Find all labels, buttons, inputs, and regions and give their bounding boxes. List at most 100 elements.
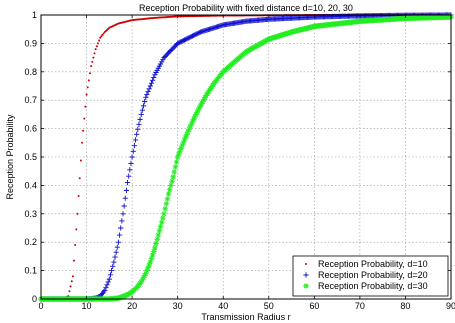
x-tick-label: 40 [218, 301, 228, 311]
data-point [169, 178, 175, 184]
data-point [150, 77, 156, 83]
data-point [147, 259, 154, 265]
data-point [144, 267, 150, 274]
data-point [111, 259, 117, 265]
chart-title: Reception Probability with fixed distanc… [139, 3, 353, 13]
data-point [102, 287, 108, 294]
data-point [118, 225, 124, 231]
data-point [131, 143, 137, 149]
ticks: 0 10 20 30 40 50 60 70 80 90 0 0.1 0.2 0.3 0.4 0.5 0.6 0.… [24, 10, 455, 311]
data-point [170, 174, 176, 180]
data-point [74, 244, 77, 247]
y-tick-label: 0.4 [24, 180, 37, 190]
data-point [82, 129, 85, 132]
data-point [99, 36, 102, 39]
data-point [70, 280, 73, 283]
data-point [181, 137, 188, 143]
data-point [140, 103, 147, 109]
data-point [148, 255, 155, 262]
data-point [141, 272, 148, 279]
legend-label: Reception Probability, d=20 [318, 270, 428, 280]
data-point [175, 40, 181, 46]
data-point [168, 182, 174, 189]
data-point [201, 96, 207, 103]
data-point [115, 239, 122, 245]
data-point [98, 39, 101, 42]
data-point [142, 99, 148, 105]
data-point [162, 206, 168, 212]
x-tick-label: 60 [309, 301, 319, 311]
data-point [150, 248, 157, 255]
data-point [149, 252, 156, 258]
data-point [181, 37, 188, 43]
legend-marker [305, 263, 307, 265]
legend-marker [303, 272, 309, 278]
data-point [85, 93, 88, 96]
data-point [188, 121, 195, 128]
data-point [196, 30, 202, 36]
data-point [199, 98, 206, 105]
data-point [189, 33, 196, 39]
data-point [196, 105, 203, 111]
data-point [84, 105, 87, 108]
data-point [194, 31, 200, 37]
data-point [154, 236, 160, 243]
data-point [185, 128, 191, 135]
data-point [135, 126, 141, 132]
data-point [77, 195, 80, 198]
data-point [171, 169, 178, 175]
x-tick-label: 70 [355, 301, 365, 311]
data-point [107, 272, 114, 278]
data-point [91, 60, 94, 63]
data-point [167, 49, 173, 55]
data-point [164, 51, 171, 57]
data-point [158, 219, 165, 226]
data-point [176, 151, 182, 157]
legend-item-2: Reception Probability, d=20 [303, 270, 428, 280]
legend-label: Reception Probability, d=10 [318, 259, 428, 269]
data-point [113, 249, 119, 255]
data-point [130, 148, 136, 154]
y-tick-label: 1 [32, 10, 37, 20]
data-point [160, 215, 166, 221]
data-point [146, 86, 152, 92]
x-tick-label: 80 [400, 301, 410, 311]
data-point [75, 228, 78, 231]
data-point [110, 263, 116, 269]
data-point [76, 212, 79, 215]
data-point [69, 285, 72, 288]
data-point [81, 141, 83, 144]
data-point [192, 32, 198, 38]
data-point [185, 35, 191, 41]
data-point [172, 43, 178, 49]
data-point [157, 223, 164, 230]
data-point [68, 290, 71, 293]
data-point [148, 80, 155, 86]
data-point [100, 35, 103, 38]
y-tick-label: 0 [32, 294, 37, 304]
data-point [197, 103, 204, 109]
data-point [206, 87, 213, 94]
data-point [144, 91, 150, 98]
data-point [177, 148, 183, 155]
x-tick-label: 10 [82, 301, 92, 311]
data-point [126, 173, 132, 179]
data-point [205, 89, 212, 95]
x-axis-label: Transmission Radius r [201, 312, 290, 322]
data-point [186, 35, 192, 41]
data-point [67, 295, 70, 298]
data-point [106, 276, 112, 282]
data-point [129, 154, 135, 160]
data-point [78, 177, 81, 180]
data-point [139, 277, 146, 283]
data-point [191, 114, 198, 120]
data-point [73, 259, 76, 262]
data-point [121, 203, 127, 209]
data-point [186, 126, 192, 133]
data-point [198, 100, 205, 107]
data-point [147, 83, 153, 89]
data-point [79, 159, 82, 162]
x-tick-label: 20 [127, 301, 137, 311]
legend-item-1: Reception Probability, d=10 [305, 259, 428, 269]
